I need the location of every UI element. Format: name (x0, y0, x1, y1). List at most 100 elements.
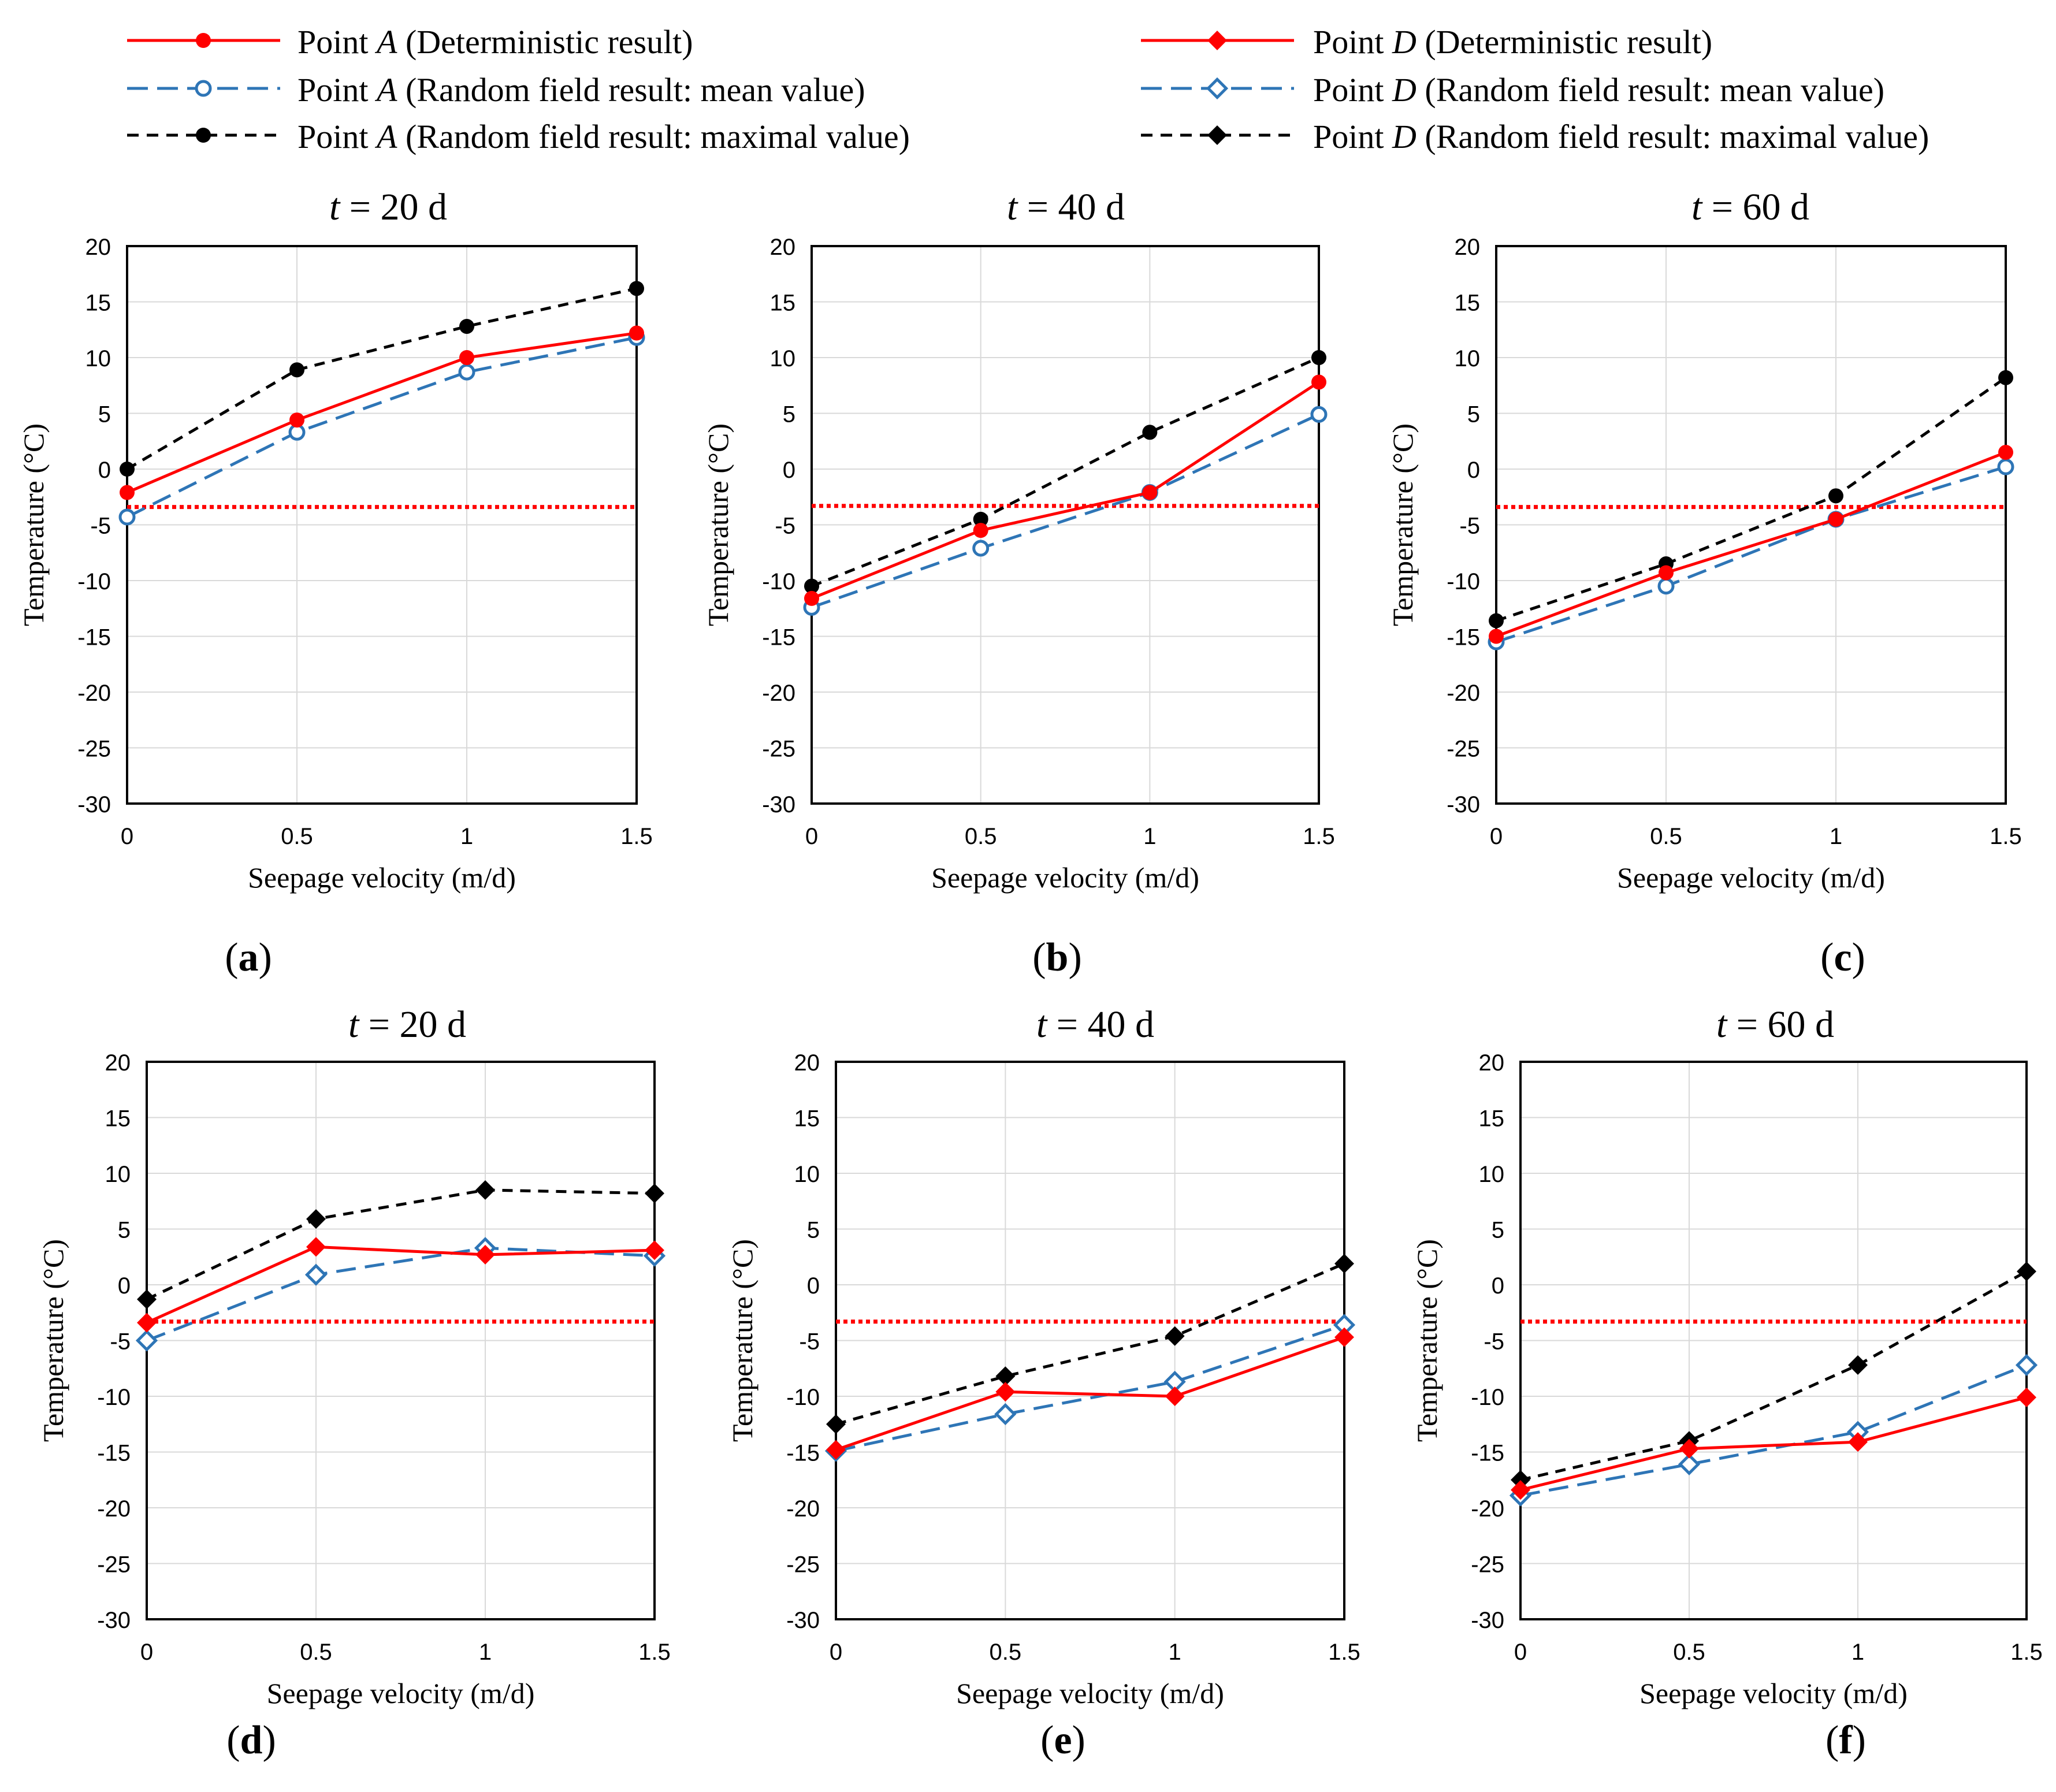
y-axis-label: Temperature (°C) (1386, 423, 1419, 626)
chart-title: t = 40 d (1036, 1003, 1154, 1046)
data-point-maximal (826, 1414, 846, 1434)
chart-panel-d: 20 15 10 5 0 -5 -10 -15 -20 -25 -30 0 0.5 1 1.5 Seepage… (37, 1003, 671, 1763)
panel-label-part: ( (226, 1718, 240, 1763)
title-variable: t (348, 1003, 360, 1046)
y-tick-label: -20 (1471, 1496, 1504, 1522)
series-line-mean (1496, 465, 2006, 644)
data-point-maximal (1489, 613, 1504, 629)
y-tick-label: 0 (807, 1273, 820, 1299)
x-tick-label: 0.5 (281, 824, 313, 849)
legend-point-name: A (374, 23, 397, 61)
x-tick-label: 0 (1514, 1639, 1527, 1665)
y-tick-label: 0 (1467, 458, 1480, 483)
data-point-deterministic (1489, 629, 1504, 644)
legend-point-name: A (374, 118, 397, 155)
x-tick-label: 1 (1143, 824, 1156, 849)
y-tick-label: 0 (98, 458, 111, 483)
y-tick-label: -25 (786, 1552, 820, 1578)
y-tick-label: 10 (85, 346, 111, 371)
y-tick-label: -20 (786, 1496, 820, 1522)
data-point-deterministic (137, 1313, 157, 1333)
y-tick-label: -20 (77, 681, 111, 706)
x-axis-label: Seepage velocity (m/d) (267, 1677, 535, 1709)
panel-label-part: b (1046, 935, 1069, 980)
x-tick-label: 0 (1490, 824, 1503, 849)
legend-item-a-mean: Point A (Random field result: mean value… (127, 71, 865, 109)
series-line-deterministic (811, 381, 1320, 600)
title-text: = 40 d (1047, 1003, 1154, 1046)
data-point-deterministic (1334, 1327, 1354, 1347)
title-variable: t (1716, 1003, 1728, 1046)
x-tick-label: 0.5 (990, 1639, 1022, 1665)
x-tick-label: 1.5 (620, 824, 653, 849)
y-tick-label: -25 (1471, 1552, 1504, 1578)
y-tick-label: -10 (1471, 1385, 1504, 1410)
legend-label: (Random field result: mean value) (406, 71, 865, 109)
y-axis-label: Temperature (°C) (1411, 1239, 1443, 1442)
data-point-maximal (629, 281, 644, 296)
y-tick-label: 0 (118, 1273, 131, 1299)
svg-text:Point A (Random field result:: Point A (Random field result: mean value… (298, 71, 865, 109)
series-line-deterministic (835, 1336, 1345, 1452)
data-point-deterministic (459, 350, 474, 365)
y-tick-label: -15 (762, 625, 795, 650)
title-variable: t (329, 186, 341, 228)
legend-point-name: D (1392, 118, 1416, 155)
data-point-maximal (475, 1180, 495, 1200)
data-point-maximal (1142, 425, 1158, 440)
data-point-deterministic (1511, 1480, 1530, 1500)
y-tick-label: -15 (77, 625, 111, 650)
y-tick-label: 10 (770, 346, 796, 371)
y-tick-label: 20 (1479, 1050, 1505, 1076)
y-tick-label: 15 (85, 291, 111, 316)
legend-label: (Deterministic result) (406, 23, 693, 61)
legend-label-prefix: Point (298, 118, 377, 155)
series-line-deterministic (127, 332, 637, 494)
y-tick-label: -15 (97, 1441, 131, 1466)
y-tick-label: -20 (97, 1496, 131, 1522)
panel-label-part: ( (1032, 935, 1046, 980)
title-text: = 20 d (340, 186, 447, 228)
title-variable: t (1007, 186, 1018, 228)
series-line-deterministic (1496, 451, 2006, 638)
y-tick-label: -30 (762, 792, 795, 817)
data-point-maximal (1311, 350, 1326, 365)
chart-title: t = 60 d (1716, 1003, 1834, 1046)
y-tick-label: -30 (1471, 1608, 1504, 1633)
y-tick-label: -30 (77, 792, 111, 817)
y-tick-label: -5 (799, 1329, 820, 1355)
data-point-mean (972, 540, 990, 557)
y-tick-label: 5 (98, 402, 111, 427)
x-axis-label: Seepage velocity (m/d) (1639, 1677, 1908, 1709)
x-axis-label: Seepage velocity (m/d) (931, 861, 1199, 894)
y-tick-label: 15 (1455, 291, 1481, 316)
x-tick-label: 1.5 (1328, 1639, 1360, 1665)
y-tick-label: 0 (1492, 1273, 1504, 1299)
data-point-maximal (995, 1366, 1016, 1386)
x-tick-label: 0 (140, 1639, 153, 1665)
y-tick-label: 5 (783, 402, 795, 427)
series-line-maximal (1520, 1270, 2028, 1482)
chart-title: t = 20 d (348, 1003, 466, 1046)
y-tick-label: 5 (807, 1218, 820, 1243)
data-point-mean (135, 1329, 158, 1352)
series-line-maximal (146, 1188, 655, 1301)
panel-label-part: ( (225, 935, 238, 980)
data-point-mean (1997, 458, 2014, 475)
data-point-maximal (1334, 1254, 1354, 1274)
y-tick-label: 20 (105, 1050, 131, 1076)
y-tick-label: -10 (97, 1385, 131, 1410)
svg-text:Point A (Deterministic result): Point A (Deterministic result) (298, 23, 693, 61)
panel-label-part: ( (1040, 1718, 1054, 1763)
data-point-maximal (645, 1183, 664, 1203)
y-tick-label: -30 (1447, 792, 1480, 817)
legend-label: (Deterministic result) (1425, 23, 1712, 61)
x-tick-label: 1 (1169, 1639, 1181, 1665)
y-tick-label: -20 (762, 681, 795, 706)
data-point-maximal (2017, 1261, 2036, 1281)
data-point-mean (458, 363, 475, 381)
y-tick-label: -15 (1447, 625, 1480, 650)
x-tick-label: 0.5 (965, 824, 997, 849)
y-tick-label: -25 (762, 737, 795, 762)
